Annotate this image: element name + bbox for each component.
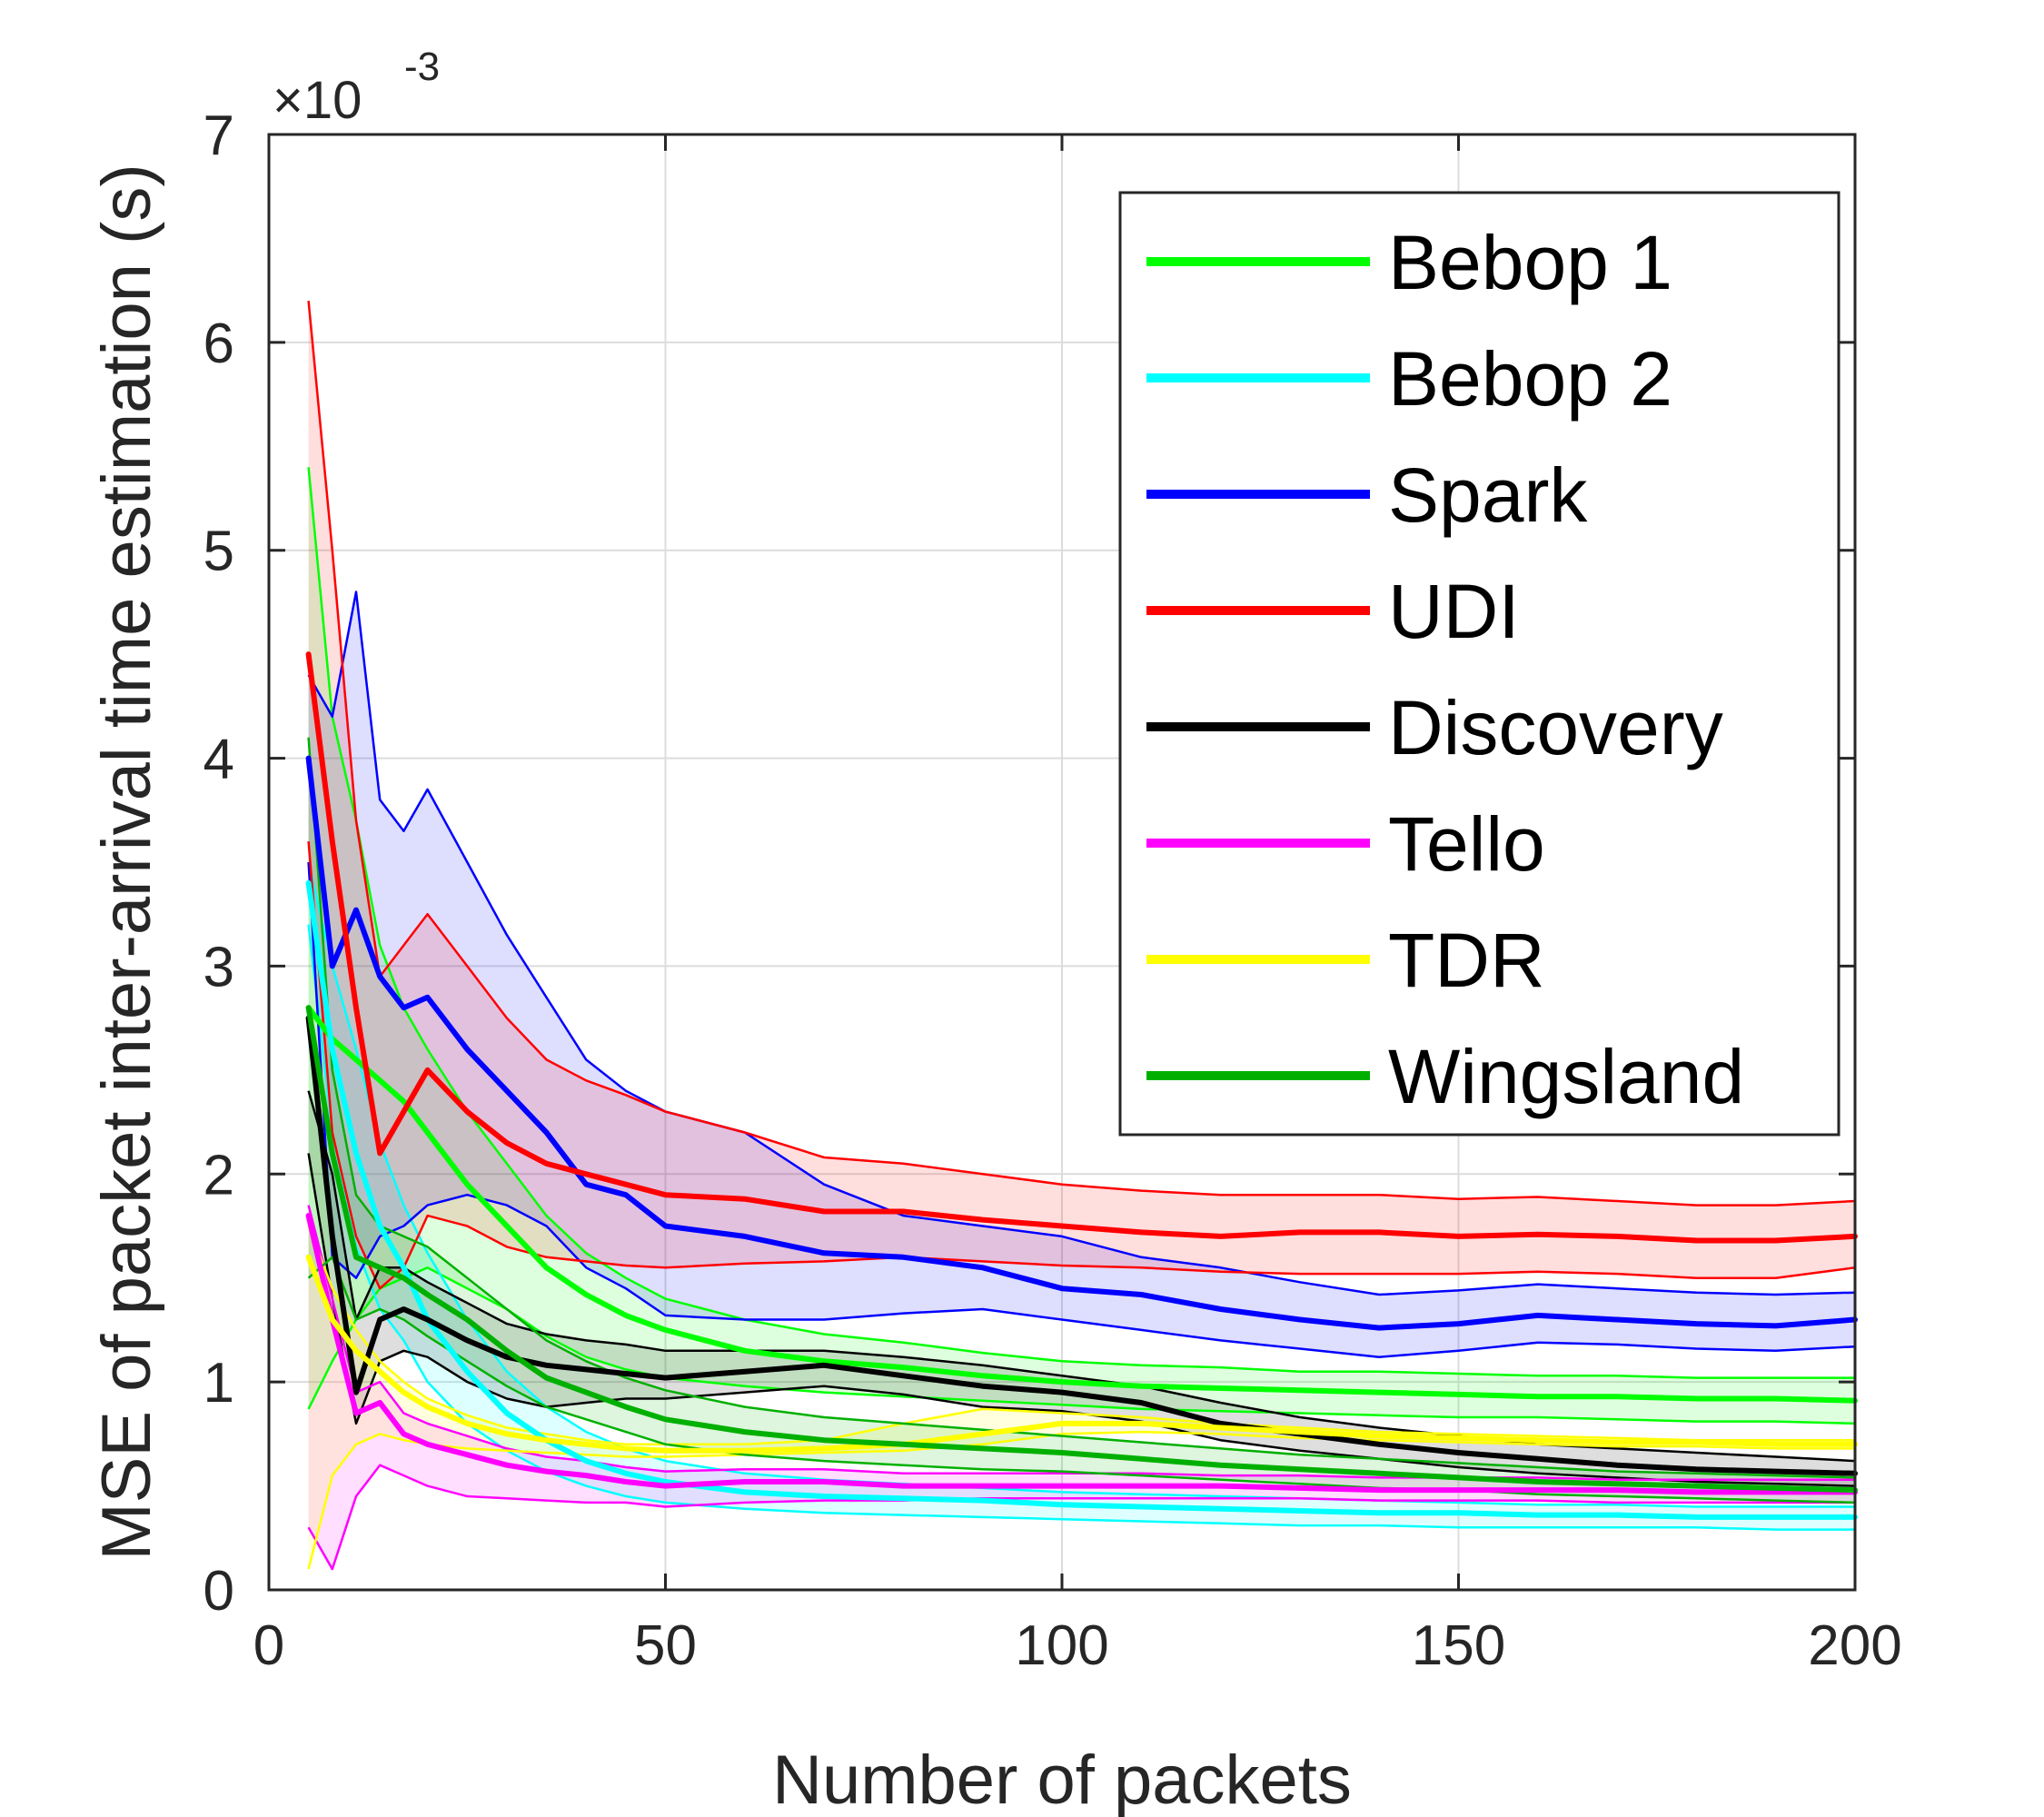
band-udi	[308, 301, 1856, 1289]
y-tick-label: 6	[203, 313, 234, 375]
legend-label-tello: Tello	[1388, 801, 1545, 887]
mean-line-discovery	[305, 1015, 1858, 1476]
y-tick-label: 2	[203, 1144, 234, 1206]
lower-line-bebop-2	[307, 924, 1855, 1531]
mean-line-udi	[305, 651, 1858, 1244]
x-tick-label: 0	[253, 1614, 284, 1677]
legend-box	[1118, 191, 1841, 1137]
x-tick-label: 150	[1412, 1614, 1505, 1677]
x-tick-label: 50	[634, 1614, 697, 1677]
axis-ticks: 0 50 100 150 200 0 1 2 3 4 5 6 7	[203, 104, 1902, 1677]
legend: Bebop 1 Bebop 2 Spark UDI Discovery Tello TDR W…	[1118, 191, 1841, 1137]
legend-label-tdr: TDR	[1388, 918, 1545, 1003]
x-tick-label: 200	[1808, 1614, 1901, 1677]
y-tick-label: 7	[203, 104, 234, 167]
lower-line-udi	[307, 840, 1856, 1290]
mean-line-tello	[305, 1213, 1858, 1495]
mean-line-spark	[305, 755, 1858, 1331]
legend-label-wingsland: Wingsland	[1388, 1034, 1744, 1119]
legend-label-bebop-1: Bebop 1	[1388, 220, 1672, 305]
upper-line-udi	[307, 300, 1856, 1206]
y-tick-label: 4	[203, 729, 234, 791]
band-discovery	[308, 1090, 1856, 1486]
x-axis-label: Number of packets	[772, 1742, 1352, 1817]
upper-line-tello	[307, 1205, 1855, 1481]
y-tick-label: 1	[203, 1352, 234, 1415]
y-tick-label: 3	[203, 936, 234, 998]
upper-line-bebop-1	[307, 467, 1855, 1379]
legend-label-udi: UDI	[1388, 569, 1520, 654]
legend-label-bebop-2: Bebop 2	[1388, 336, 1672, 422]
lower-line-bebop-1	[307, 1266, 1856, 1425]
legend-label-spark: Spark	[1388, 452, 1588, 538]
upper-line-spark	[307, 591, 1856, 1296]
lower-line-spark	[307, 861, 1856, 1358]
y-tick-label: 0	[203, 1560, 234, 1623]
mean-line-wingsland	[305, 1005, 1858, 1494]
x-tick-label: 100	[1015, 1614, 1108, 1677]
lower-line-wingsland	[307, 1256, 1856, 1504]
y-tick-label: 5	[203, 521, 234, 583]
upper-line-wingsland	[307, 737, 1856, 1479]
y-exponent-power: -3	[404, 45, 440, 89]
series-lines	[305, 300, 1858, 1571]
lower-line-tello	[307, 1464, 1855, 1571]
mean-line-bebop-1	[305, 1005, 1858, 1404]
lower-line-discovery	[307, 1153, 1856, 1487]
y-exponent-base: ×10	[273, 71, 362, 130]
y-axis-label: MSE of packet inter-arrival time estimat…	[88, 164, 165, 1560]
band-spark	[308, 591, 1856, 1357]
mean-line-tdr	[305, 1254, 1858, 1454]
legend-label-discovery: Discovery	[1388, 685, 1723, 770]
lower-line-tdr	[307, 1430, 1855, 1570]
